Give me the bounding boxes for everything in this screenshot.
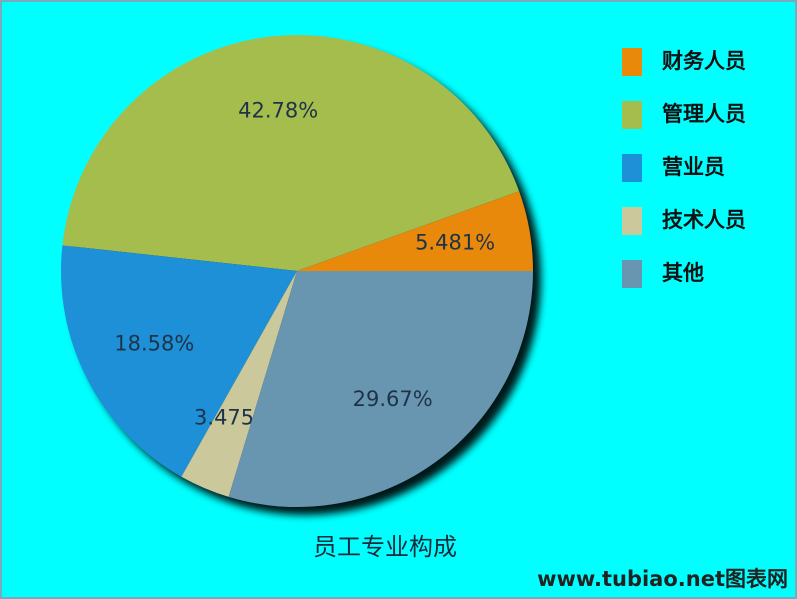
pie-slice <box>181 271 297 497</box>
pie-slice <box>297 191 533 271</box>
legend-swatch <box>622 48 642 76</box>
legend-swatch <box>622 260 642 288</box>
legend-swatch <box>622 101 642 129</box>
chart-title: 员工专业构成 <box>313 533 457 561</box>
legend-label: 营业员 <box>662 155 725 179</box>
data-label: 42.78% <box>238 99 318 123</box>
pie-slice <box>61 245 297 477</box>
legend-label: 其他 <box>662 261 704 285</box>
data-label: 5.481% <box>415 230 495 254</box>
legend-label: 财务人员 <box>662 49 746 73</box>
legend-label: 技术人员 <box>662 208 746 232</box>
legend-swatch <box>622 207 642 235</box>
data-label: 29.67% <box>353 387 433 411</box>
data-label: 18.58% <box>114 331 194 355</box>
pie-slice <box>228 271 534 507</box>
legend-swatch <box>622 154 642 182</box>
pie-slice <box>62 35 520 271</box>
watermark: www.tubiao.net图表网 <box>537 567 788 591</box>
legend-label: 管理人员 <box>662 102 746 126</box>
